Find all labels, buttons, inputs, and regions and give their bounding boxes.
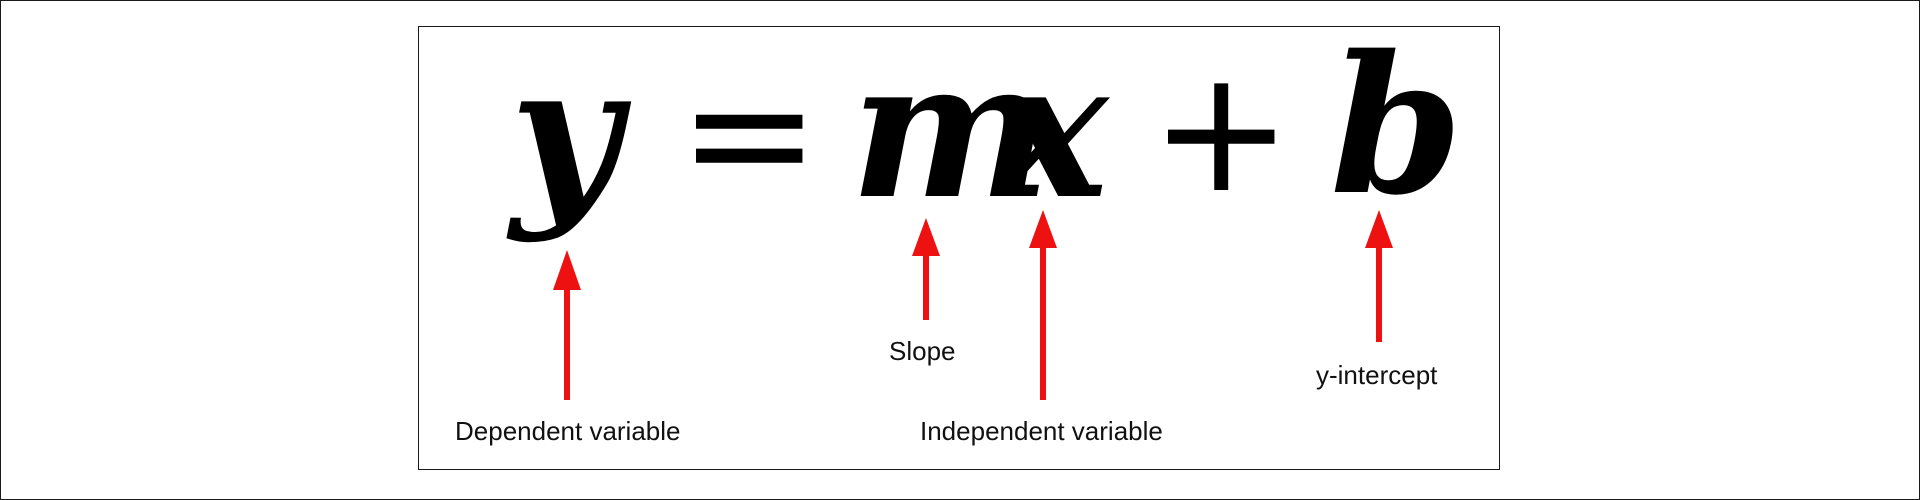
arrow-intercept — [1365, 210, 1393, 342]
equation-x: x — [991, 18, 1111, 241]
label-slope: Slope — [889, 336, 956, 366]
label-dependent-variable: Dependent variable — [455, 416, 681, 446]
equation-equals: = — [678, 35, 820, 233]
diagram-box — [418, 26, 1500, 470]
label-independent-variable: Independent variable — [920, 416, 1163, 446]
equation-b: b — [1330, 14, 1463, 237]
equation-m: m — [850, 18, 1051, 241]
arrow-slope — [912, 218, 940, 320]
arrow-dependent — [553, 250, 581, 400]
label-y-intercept: y-intercept — [1316, 360, 1438, 390]
equation-plus: + — [1150, 33, 1292, 231]
equation-y: y — [506, 22, 632, 245]
arrow-independent — [1029, 210, 1057, 400]
